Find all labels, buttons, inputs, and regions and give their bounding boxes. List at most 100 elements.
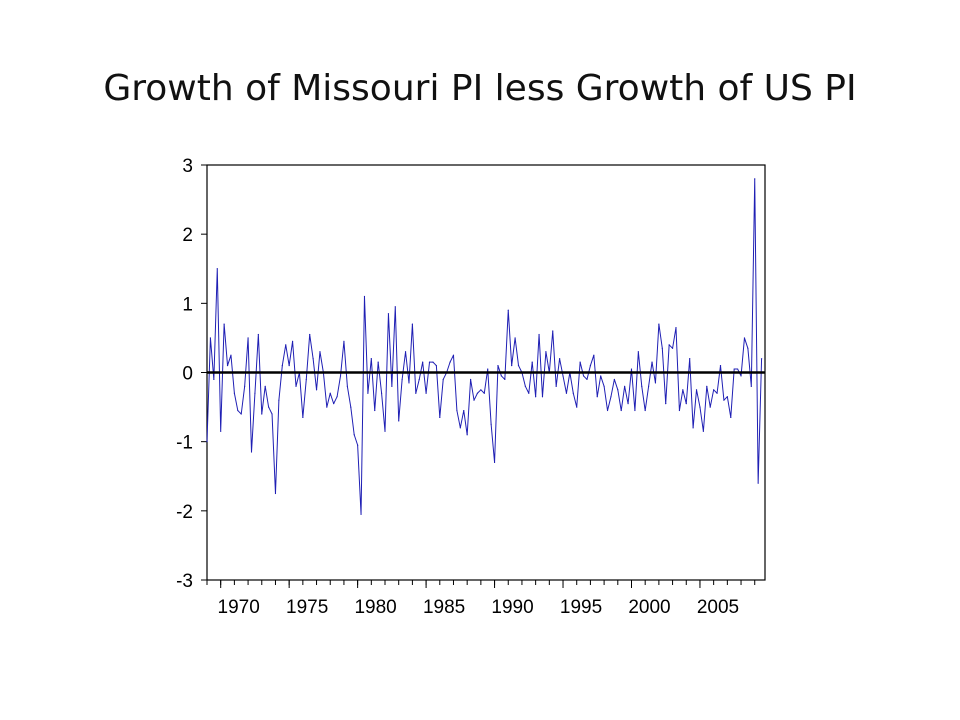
data-point (244, 385, 246, 387)
y-tick-label: 3 (182, 156, 193, 177)
data-point (610, 396, 612, 398)
data-point (634, 409, 636, 412)
data-point (582, 375, 585, 377)
data-point (261, 413, 263, 415)
data-point (490, 423, 492, 425)
data-point (699, 406, 701, 408)
data-point (264, 385, 266, 387)
data-point (552, 330, 554, 332)
data-point (630, 368, 633, 370)
data-point (497, 364, 499, 367)
data-point (339, 375, 342, 377)
data-point (760, 358, 763, 360)
data-point (648, 385, 650, 387)
data-point (391, 385, 393, 387)
data-point (336, 396, 338, 398)
data-point (579, 361, 581, 363)
data-point (281, 364, 283, 367)
data-point (528, 392, 530, 394)
data-point (487, 368, 489, 370)
data-point (216, 268, 218, 270)
data-point (398, 420, 400, 422)
x-tick-label: 1995 (560, 597, 602, 618)
data-point (559, 358, 561, 360)
data-point (641, 385, 643, 387)
data-point (713, 389, 715, 391)
data-point (535, 396, 537, 398)
data-point (456, 409, 458, 412)
data-point (230, 354, 232, 356)
data-point (671, 347, 674, 349)
data-point (432, 361, 434, 363)
data-point (538, 333, 540, 336)
data-point (268, 406, 270, 408)
data-point (353, 434, 355, 436)
data-point (682, 389, 684, 391)
data-point (723, 399, 725, 401)
y-tick-label: 0 (182, 364, 193, 385)
data-point (737, 368, 739, 370)
data-point (624, 385, 626, 387)
y-tick-label: -3 (176, 571, 193, 592)
data-point (274, 492, 277, 495)
data-point (589, 364, 592, 367)
data-point (476, 392, 479, 394)
slide-title: Growth of Missouri PI less Growth of US … (103, 68, 857, 109)
data-point (346, 385, 348, 387)
data-point (651, 361, 653, 363)
data-point (695, 389, 698, 391)
data-point (357, 444, 359, 446)
data-point (319, 351, 321, 353)
data-point (572, 392, 574, 394)
data-point (418, 378, 420, 381)
data-point (483, 392, 485, 394)
data-point (411, 323, 413, 325)
data-point (507, 309, 509, 311)
data-point (329, 392, 331, 394)
x-tick-label: 1970 (218, 597, 260, 618)
data-point (726, 396, 728, 398)
data-point (730, 416, 732, 419)
data-point (733, 368, 735, 370)
data-point (473, 399, 475, 401)
data-point (425, 392, 427, 394)
data-point (654, 382, 657, 384)
y-tick-label: 1 (182, 294, 193, 315)
data-point (257, 333, 259, 336)
data-point (408, 382, 410, 384)
data-point (750, 385, 752, 387)
data-point (661, 347, 663, 349)
data-point (603, 385, 605, 387)
data-point (302, 416, 304, 419)
data-point (439, 416, 441, 419)
data-point (470, 378, 472, 381)
data-point (415, 392, 417, 394)
data-point (576, 406, 578, 408)
data-point (285, 344, 287, 346)
data-point (374, 409, 376, 412)
data-point (593, 354, 595, 356)
data-point (250, 451, 253, 453)
data-point (754, 178, 756, 180)
data-point (675, 326, 677, 329)
data-point (466, 434, 468, 436)
data-point (531, 361, 533, 363)
data-point (600, 375, 602, 377)
data-point (586, 378, 588, 381)
data-point (226, 364, 229, 367)
data-point (617, 389, 619, 391)
data-point (278, 399, 280, 401)
y-tick-label: 2 (182, 225, 193, 246)
data-point (343, 340, 345, 342)
data-point (545, 351, 547, 353)
data-point (312, 358, 314, 360)
data-point (271, 413, 273, 415)
y-tick-label: -2 (176, 502, 193, 523)
data-point (380, 392, 383, 394)
data-point (387, 313, 390, 315)
data-point (627, 403, 629, 405)
data-point (689, 358, 691, 360)
data-point (326, 406, 328, 408)
data-point (206, 441, 208, 443)
data-point (233, 392, 235, 394)
